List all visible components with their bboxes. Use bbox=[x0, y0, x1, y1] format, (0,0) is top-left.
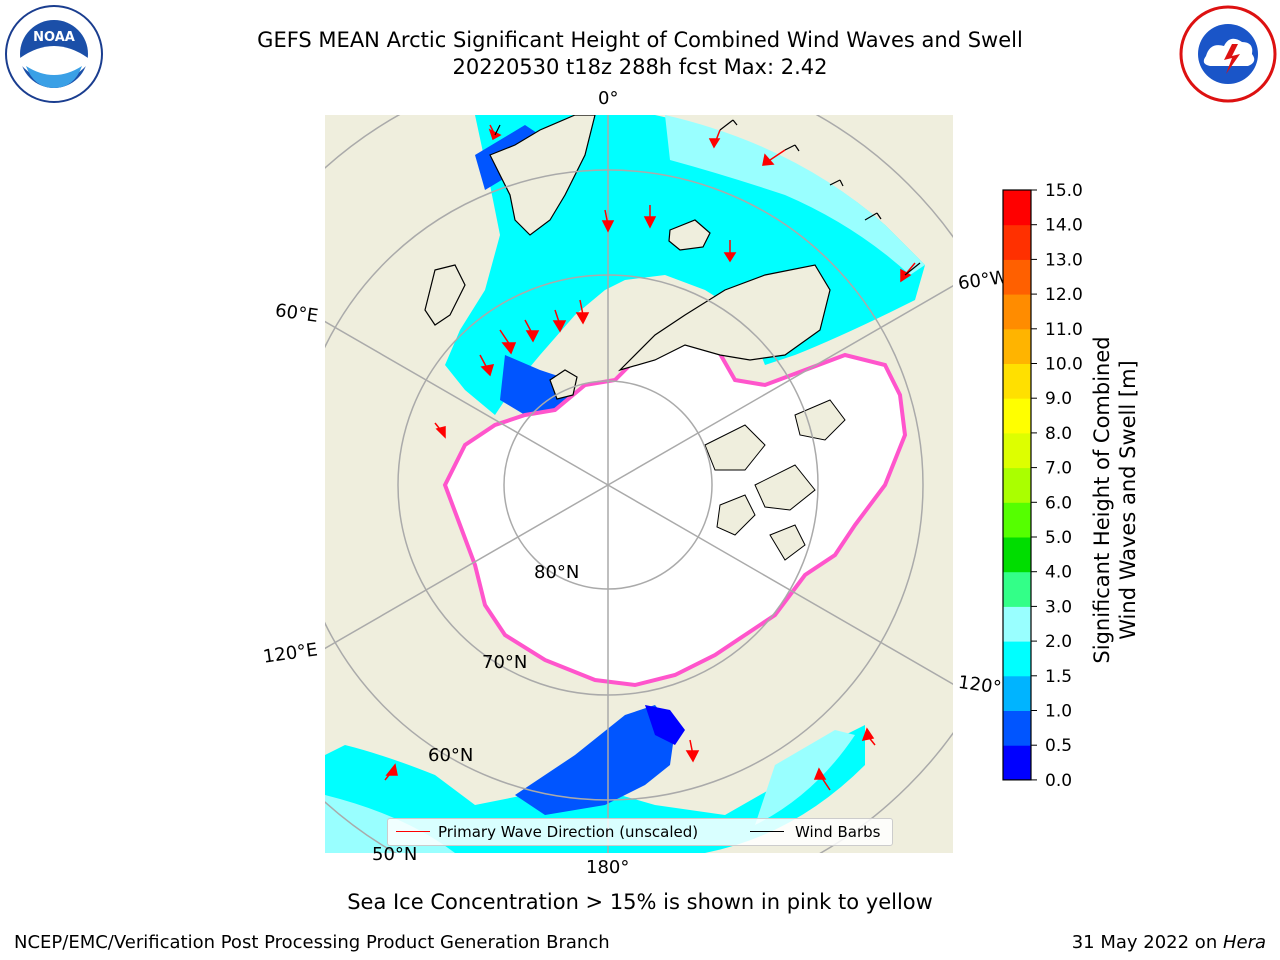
legend-barb-label: Wind Barbs bbox=[795, 823, 881, 841]
lat-label-80: 80°N bbox=[534, 562, 580, 583]
colorbar-tick-label: 3.0 bbox=[1045, 597, 1072, 617]
atlantic-high-waves bbox=[665, 115, 925, 275]
lon-label-0: 0° bbox=[598, 88, 619, 109]
wave-arrows bbox=[384, 124, 916, 791]
colorbar-tick-label: 4.0 bbox=[1045, 563, 1072, 583]
footer-host: Hera bbox=[1222, 932, 1266, 953]
legend-wave-line bbox=[396, 831, 430, 832]
colorbar-tick-label: 9.0 bbox=[1045, 389, 1072, 409]
greenland bbox=[617, 264, 831, 372]
colorbar-tick-label: 13.0 bbox=[1045, 250, 1083, 270]
colorbar-segment bbox=[1003, 224, 1031, 260]
wave-arrow bbox=[384, 763, 398, 781]
footer-credit: NCEP/EMC/Verification Post Processing Pr… bbox=[14, 932, 610, 953]
novaya-zemlya bbox=[424, 264, 466, 326]
colorbar-segment bbox=[1003, 641, 1031, 677]
colorbar-segment bbox=[1003, 398, 1031, 434]
colorbar-tick-label: 12.0 bbox=[1045, 285, 1083, 305]
colorbar-frame bbox=[1002, 189, 1032, 781]
iceland bbox=[668, 219, 711, 251]
wave-arrow bbox=[524, 319, 540, 343]
wind-barb bbox=[784, 144, 800, 152]
colorbar-tick-label: 8.0 bbox=[1045, 424, 1072, 444]
bering-strait-ice bbox=[645, 705, 685, 745]
chart-title: GEFS MEAN Arctic Significant Height of C… bbox=[257, 28, 1023, 52]
wave-arrow bbox=[434, 422, 446, 439]
colorbar-tick-label: 7.0 bbox=[1045, 459, 1072, 479]
colorbar-tick-label: 15.0 bbox=[1045, 181, 1083, 201]
wave-arrow bbox=[479, 354, 495, 377]
colorbar-tick-label: 1.0 bbox=[1045, 702, 1072, 722]
colorbar-segment bbox=[1003, 432, 1031, 469]
colorbar-tick-label: 2.0 bbox=[1045, 632, 1072, 652]
wave-arrow bbox=[575, 299, 590, 325]
colorbar-segment bbox=[1003, 190, 1031, 226]
colorbar-segment bbox=[1003, 259, 1031, 295]
colorbar-segment bbox=[1003, 294, 1031, 330]
legend-wave-label: Primary Wave Direction (unscaled) bbox=[438, 823, 699, 841]
colorbar: 15.0 14.0 13.0 12.0 11.0 10.0 9.0 8.0 7.0 6.0 5.0 4… bbox=[1002, 181, 1083, 790]
lat-label-60: 60°N bbox=[428, 745, 474, 766]
graticule bbox=[325, 115, 953, 853]
colorbar-segment bbox=[1003, 571, 1031, 607]
colorbar-segment bbox=[1003, 675, 1031, 711]
wave-arrow bbox=[708, 129, 721, 149]
colorbar-segment bbox=[1003, 328, 1031, 364]
wave-arrow bbox=[723, 240, 737, 263]
wave-arrow bbox=[552, 309, 567, 333]
colorbar-label: Significant Height of Combined Wind Wave… bbox=[1090, 300, 1140, 700]
wind-barb bbox=[904, 262, 921, 276]
nws-logo bbox=[1179, 5, 1277, 103]
colorbar-tick-label: 10.0 bbox=[1045, 355, 1083, 375]
colorbar-segment bbox=[1003, 502, 1031, 538]
map-legend: Primary Wave Direction (unscaled) Wind B… bbox=[387, 818, 893, 846]
colorbar-tick-label: 5.0 bbox=[1045, 528, 1072, 548]
wind-barb bbox=[494, 124, 501, 136]
wind-barbs bbox=[494, 119, 921, 276]
colorbar-tick-label: 1.5 bbox=[1045, 667, 1072, 687]
colorbar-segment bbox=[1003, 710, 1031, 746]
legend-barb-line bbox=[750, 831, 784, 832]
wave-arrow bbox=[685, 739, 700, 763]
lon-label-60e: 60°E bbox=[273, 300, 320, 327]
noaa-logo-text: NOAA bbox=[33, 30, 75, 45]
chart-subtitle: 20220530 t18z 288h fcst Max: 2.42 bbox=[452, 55, 828, 79]
lon-label-120e: 120°E bbox=[261, 639, 319, 668]
colorbar-tick-label: 0.0 bbox=[1045, 771, 1072, 790]
colorbar-label-line1: Significant Height of Combined bbox=[1090, 336, 1114, 664]
wave-arrow bbox=[813, 767, 831, 791]
wind-barb bbox=[829, 179, 844, 187]
colorbar-segment bbox=[1003, 606, 1031, 642]
wave-arrow bbox=[601, 209, 615, 233]
colorbar-tick-label: 11.0 bbox=[1045, 320, 1083, 340]
polar-map bbox=[325, 115, 953, 853]
lat-label-70: 70°N bbox=[482, 652, 528, 673]
caption: Sea Ice Concentration > 15% is shown in … bbox=[347, 890, 933, 914]
footer-date-text: 31 May 2022 on bbox=[1071, 932, 1223, 953]
lon-label-180: 180° bbox=[586, 857, 630, 878]
colorbar-segment bbox=[1003, 745, 1031, 781]
bering-sea-waves bbox=[515, 705, 675, 815]
scandinavia bbox=[489, 115, 596, 236]
colorbar-segment bbox=[1003, 537, 1031, 573]
colorbar-tick-label: 6.0 bbox=[1045, 493, 1072, 513]
wind-barb bbox=[719, 119, 738, 131]
wave-arrow bbox=[762, 149, 786, 166]
footer-date: 31 May 2022 on Hera bbox=[1072, 932, 1266, 953]
pacific-high-waves bbox=[325, 730, 855, 853]
colorbar-tick-label: 14.0 bbox=[1045, 216, 1083, 236]
barents-low-waves bbox=[500, 355, 580, 415]
colorbar-label-line2: Wind Waves and Swell [m] bbox=[1116, 360, 1140, 640]
colorbar-segment bbox=[1003, 467, 1031, 503]
lat-label-50: 50°N bbox=[372, 844, 418, 865]
wave-arrow bbox=[861, 727, 876, 746]
wave-arrow bbox=[643, 205, 657, 229]
canadian-archipelago bbox=[704, 399, 846, 561]
noaa-logo: NOAA bbox=[5, 5, 103, 103]
colorbar-tick-label: 0.5 bbox=[1045, 736, 1072, 756]
wave-arrow bbox=[499, 329, 517, 355]
colorbar-segment bbox=[1003, 363, 1031, 399]
wind-barb bbox=[864, 212, 882, 221]
